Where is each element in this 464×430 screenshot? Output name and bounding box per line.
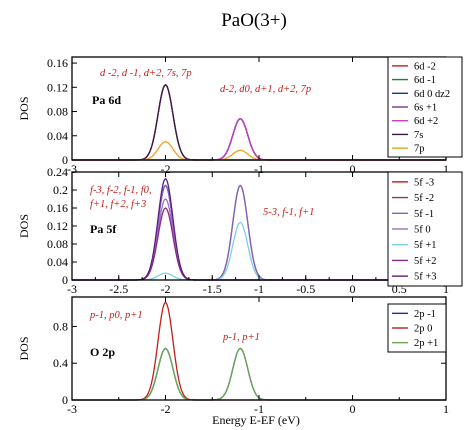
y-tick-label: 0.08 (47, 237, 68, 251)
y-tick-label: 0.8 (53, 319, 68, 333)
legend-label: 6s +1 (414, 103, 437, 114)
x-tick-label: -3 (67, 402, 77, 416)
legend-label: 5f -2 (414, 193, 434, 204)
y-tick-label: 0.12 (47, 80, 68, 94)
x-tick-label: 1 (443, 282, 449, 296)
x-tick-label: -3 (67, 162, 77, 176)
panel-label: Pa 6d (92, 93, 121, 107)
legend-label: 6d 0 dz2 (414, 89, 450, 100)
y-tick-label: 0.16 (47, 56, 68, 70)
y-tick-label: 0.16 (47, 201, 68, 215)
series-line-2p-+1 (72, 347, 446, 401)
annotation: 5-3, f-1, f+1 (263, 207, 314, 218)
legend-label: 2p -1 (414, 309, 436, 320)
y-tick-label: 0.4 (53, 356, 68, 370)
x-tick-label: -2 (161, 402, 171, 416)
legend-label: 2p +1 (414, 338, 438, 349)
y-axis-title: DOS (17, 96, 31, 120)
legend-label: 5f 0 (414, 225, 431, 236)
annotation: p-1, p+1 (222, 332, 260, 343)
panel-2: -3 -2.5 -2 -1.5 -1 -0.5 0 0.5 100.040.080.120.16… (17, 165, 463, 296)
legend-label: 6d -2 (414, 61, 436, 72)
legend-label: 2p 0 (414, 324, 432, 335)
x-tick-label: -0.5 (296, 282, 315, 296)
legend-label: 5f -1 (414, 209, 434, 220)
panel-3: -3 -2 -1 0 1 0 0.4 0.8 DOS O 2p p-1, p0, p+1 p-1, p… (17, 296, 449, 416)
y-tick-label: 0.12 (47, 219, 68, 233)
legend-label: 5f +1 (414, 240, 437, 251)
legend-label: 7s (414, 130, 423, 141)
y-tick-label: 0.24 (47, 165, 68, 179)
x-axis-title: Energy E-EF (eV) (212, 413, 300, 427)
legend-label: 6d +2 (414, 116, 438, 127)
legend: 6d -2 6d -1 6d 0 dz2 6s +1 6d +2 7s 7p (387, 56, 463, 158)
annotation: d-2, d0, d+1, d+2, 7p (220, 84, 311, 95)
y-tick-label: 0.04 (47, 129, 68, 143)
x-tick-label: 0 (350, 282, 356, 296)
legend-label: 5f -3 (414, 177, 434, 188)
legend-label: 5f +3 (414, 272, 437, 283)
x-tick-label: -2 (161, 282, 171, 296)
y-tick-label: 0.04 (47, 255, 68, 269)
legend: 5f -3 5f -2 5f -1 5f 0 5f +1 5f +2 5f +3 (387, 171, 463, 287)
x-tick-label: -2.5 (109, 282, 128, 296)
legend-label: 6d -1 (414, 75, 436, 86)
panel-label: O 2p (90, 345, 115, 359)
legend-label: 7p (414, 144, 425, 155)
x-tick-label: 0 (350, 162, 356, 176)
y-tick-label: 0.2 (53, 183, 68, 197)
figure-title: PaO(3+) (221, 10, 287, 31)
legend-box (387, 56, 463, 158)
x-tick-label: 1 (443, 402, 449, 416)
annotation: f-3, f-2, f-1, f0, (90, 185, 152, 196)
series-line-2p--1 (72, 347, 446, 401)
annotation: d -2, d -1, d+2, 7s, 7p (100, 68, 192, 79)
x-tick-label: -1.5 (203, 282, 222, 296)
x-tick-label: -3 (67, 282, 77, 296)
x-tick-label: 1 (443, 162, 449, 176)
legend: 2p -1 2p 0 2p +1 (387, 303, 447, 353)
annotation: f+1, f+2, f+3 (90, 199, 146, 210)
y-tick-label: 0.08 (47, 105, 68, 119)
panels: -3 -2 -1 0 1 0 0.04 0.08 0.12 0.16 DOS Pa 6d d -2, d… (17, 56, 463, 416)
x-tick-label: -2 (161, 162, 171, 176)
x-tick-label: 0 (350, 402, 356, 416)
x-tick-label: -1 (254, 402, 264, 416)
legend-label: 5f +2 (414, 256, 437, 267)
y-tick-label: 0 (62, 273, 68, 287)
y-axis-title: DOS (17, 336, 31, 360)
y-axis-title: DOS (17, 214, 31, 238)
x-tick-label: -1 (254, 282, 264, 296)
annotation: p-1, p0, p+1 (89, 310, 143, 321)
y-tick-label: 0 (62, 393, 68, 407)
y-tick-label: 0 (62, 153, 68, 167)
panel-1: -3 -2 -1 0 1 0 0.04 0.08 0.12 0.16 DOS Pa 6d d -2, d… (17, 56, 463, 176)
x-tick-label: -1 (254, 162, 264, 176)
panel-label: Pa 5f (90, 222, 117, 236)
